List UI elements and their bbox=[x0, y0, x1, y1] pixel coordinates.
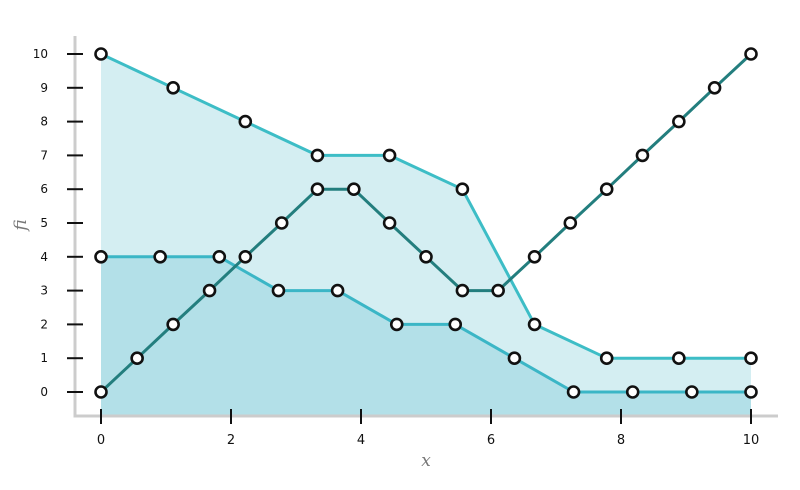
series-1-point bbox=[330, 283, 345, 298]
series-1-point bbox=[389, 317, 404, 332]
series-2-point bbox=[94, 385, 108, 399]
series-1-point bbox=[685, 385, 699, 399]
x-tick-label: 4 bbox=[357, 433, 365, 448]
series-2-point bbox=[130, 351, 144, 366]
series-1-area bbox=[101, 256, 751, 416]
x-tick-label: 6 bbox=[487, 433, 495, 448]
series-2-point bbox=[744, 47, 758, 61]
x-tick-label: 2 bbox=[227, 433, 235, 448]
series-0-point bbox=[744, 351, 758, 366]
series-2-point bbox=[166, 317, 180, 332]
series-0-line bbox=[100, 52, 751, 360]
series-1-point bbox=[153, 249, 167, 264]
series-0-point bbox=[527, 317, 542, 332]
series-2-point bbox=[599, 182, 614, 196]
series-2-point bbox=[527, 249, 542, 264]
series-0-point bbox=[238, 114, 253, 129]
series-1-point bbox=[212, 249, 227, 264]
series-points bbox=[94, 47, 758, 399]
y-tick-label: 6 bbox=[40, 182, 48, 196]
y-tick-label: 5 bbox=[40, 216, 48, 230]
series-2-point bbox=[238, 249, 253, 264]
series-0-point bbox=[166, 81, 180, 95]
series-0-point bbox=[310, 148, 325, 163]
series-0-point bbox=[94, 47, 108, 61]
series-0-point bbox=[382, 148, 397, 163]
series-1-point bbox=[271, 283, 286, 298]
series-1-point bbox=[507, 351, 522, 366]
y-tick-label: 3 bbox=[40, 284, 48, 298]
x-tick-label: 0 bbox=[97, 433, 105, 448]
y-tick-label: 7 bbox=[40, 148, 48, 162]
x-tick-label: 8 bbox=[617, 433, 625, 448]
y-tick-label: 8 bbox=[40, 115, 48, 129]
series-1-point bbox=[625, 385, 640, 399]
series-2-point bbox=[455, 283, 470, 298]
series-2-point bbox=[635, 148, 650, 163]
y-tick-label: 1 bbox=[40, 351, 48, 365]
series-2-point bbox=[419, 249, 433, 264]
series-2-point bbox=[310, 182, 325, 196]
series-1-point bbox=[94, 249, 108, 264]
series-2-point bbox=[491, 283, 505, 298]
series-0-point bbox=[599, 351, 614, 366]
y-tick-label: 4 bbox=[40, 250, 48, 264]
series-2-point bbox=[563, 216, 578, 230]
x-axis-title: x bbox=[421, 451, 431, 471]
y-tick-label: 2 bbox=[40, 317, 48, 331]
y-ticks: 0 1 2 3 4 5 6 7 8 9 10 bbox=[33, 47, 83, 399]
series-1-point bbox=[744, 385, 758, 399]
y-tick-label: 0 bbox=[40, 385, 48, 399]
series-2-point bbox=[274, 216, 289, 230]
series-2-point bbox=[707, 81, 722, 95]
series-2-point bbox=[347, 182, 361, 196]
y-tick-label: 9 bbox=[40, 81, 48, 95]
series-0-point bbox=[672, 351, 686, 366]
y-tick-label: 10 bbox=[33, 47, 48, 61]
series-1-point bbox=[448, 317, 463, 332]
series-1-line bbox=[101, 255, 751, 394]
series-2-point bbox=[382, 216, 397, 230]
axes bbox=[73, 36, 778, 418]
series-1-point bbox=[566, 385, 581, 399]
x-tick-label: 10 bbox=[743, 433, 760, 448]
series-2-point bbox=[202, 283, 217, 298]
y-axis-title: fi bbox=[11, 219, 31, 232]
area-fills bbox=[101, 54, 751, 416]
series-2-point bbox=[672, 114, 686, 129]
series-0-point bbox=[455, 182, 470, 196]
x-ticks: 0 2 4 6 8 10 bbox=[97, 409, 759, 448]
y-axis-line bbox=[73, 36, 778, 418]
